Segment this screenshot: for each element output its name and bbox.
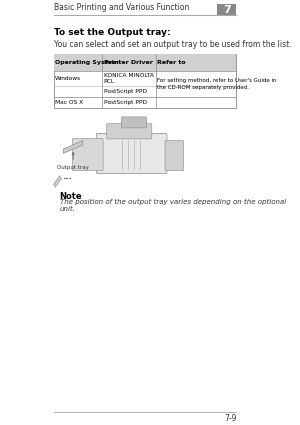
Text: To set the Output tray:: To set the Output tray:: [54, 28, 170, 37]
Bar: [54, 54, 236, 108]
Text: Windows: Windows: [55, 76, 81, 81]
Text: You can select and set an output tray to be used from the list.: You can select and set an output tray to…: [54, 40, 291, 49]
Text: 7-9: 7-9: [224, 414, 236, 423]
FancyBboxPatch shape: [72, 139, 103, 171]
Text: ...: ...: [62, 172, 72, 181]
Text: For setting method, refer to User's Guide in
the CD-ROM separately provided.: For setting method, refer to User's Guid…: [157, 78, 277, 90]
Text: PostScript PPD: PostScript PPD: [103, 100, 147, 105]
Text: Mac OS X: Mac OS X: [55, 100, 83, 105]
FancyBboxPatch shape: [165, 141, 184, 171]
Text: Output tray: Output tray: [57, 153, 89, 170]
Text: Refer to: Refer to: [157, 60, 186, 65]
FancyBboxPatch shape: [96, 133, 167, 174]
Text: 7: 7: [223, 5, 230, 15]
Text: Operating System: Operating System: [55, 60, 118, 65]
Polygon shape: [54, 176, 61, 187]
Polygon shape: [63, 141, 83, 153]
Text: Basic Printing and Various Function: Basic Printing and Various Function: [54, 3, 189, 12]
FancyBboxPatch shape: [106, 124, 152, 139]
Text: KONICA MINOLTA
PCL: KONICA MINOLTA PCL: [103, 73, 154, 84]
Text: Note: Note: [60, 192, 82, 201]
FancyBboxPatch shape: [217, 4, 236, 16]
Text: PostScript PPD: PostScript PPD: [103, 89, 147, 94]
Text: Printer Driver: Printer Driver: [103, 60, 152, 65]
FancyBboxPatch shape: [122, 117, 147, 128]
Bar: [54, 54, 236, 71]
Text: The position of the output tray varies depending on the optional unit.: The position of the output tray varies d…: [60, 199, 286, 212]
